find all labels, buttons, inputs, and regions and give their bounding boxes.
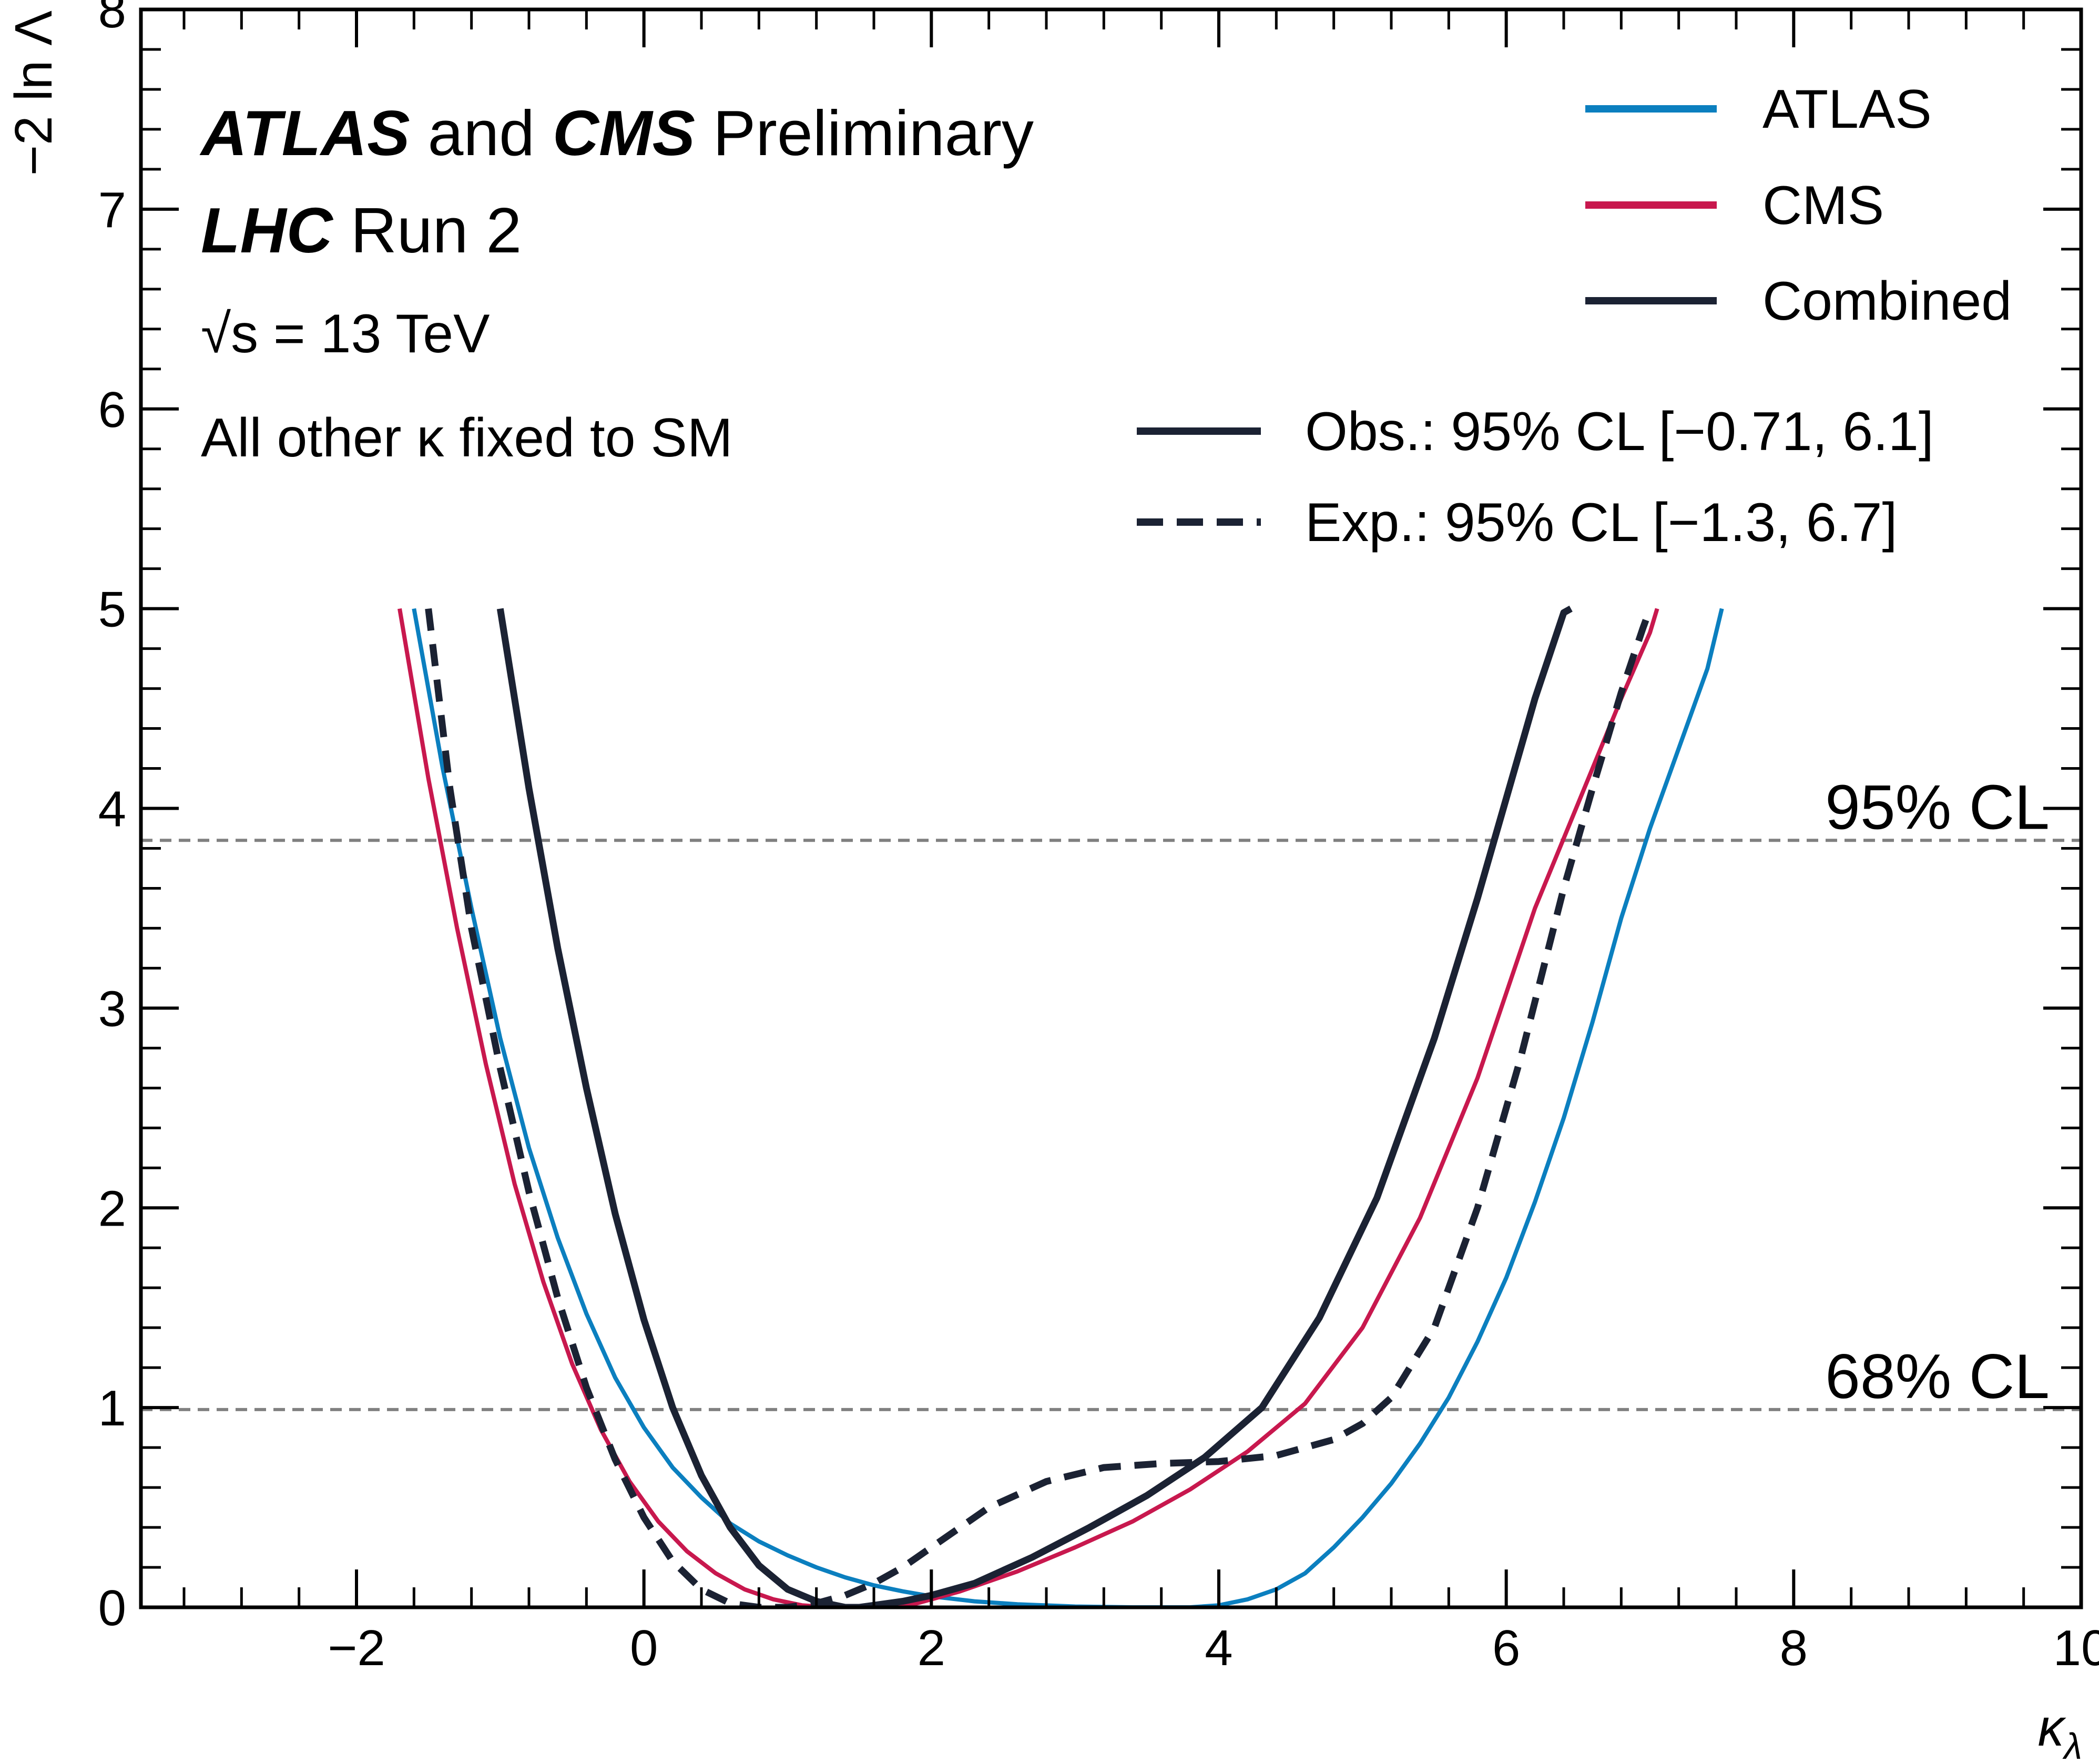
experiment-atlas: ATLAS bbox=[199, 97, 410, 169]
axes: −2 0 2 4 6 8 10 0 1 2 3 4 5 6 7 8 bbox=[98, 0, 2099, 1676]
run-title: LHC Run 2 bbox=[201, 195, 522, 266]
energy-label: √s = 13 TeV bbox=[201, 303, 490, 364]
x-axis-label-subscript: λ bbox=[2062, 1726, 2082, 1764]
legend-label-2: Combined bbox=[1762, 271, 2012, 332]
series-line-0 bbox=[412, 608, 1724, 1607]
y-tick-label-0: 0 bbox=[98, 1580, 126, 1636]
experiment-status: Preliminary bbox=[695, 97, 1034, 169]
y-tick-label-4: 4 bbox=[98, 781, 126, 838]
y-tick-label-3: 3 bbox=[98, 981, 126, 1037]
y-tick-label-6: 6 bbox=[98, 382, 126, 438]
run-lhc: LHC bbox=[201, 195, 334, 266]
assumption-label: All other κ fixed to SM bbox=[201, 407, 733, 468]
x-tick-label-6: 10 bbox=[2053, 1620, 2099, 1676]
legend-style-label-0: Obs.: 95% CL [−0.71, 6.1] bbox=[1305, 401, 1934, 462]
series-lines bbox=[398, 605, 1724, 1607]
experiment-cms: CMS bbox=[553, 97, 695, 169]
y-tick-label-2: 2 bbox=[98, 1180, 126, 1237]
x-tick-label-5: 8 bbox=[1780, 1620, 1808, 1676]
series-line-2 bbox=[496, 605, 1573, 1607]
reference-lines: 95% CL 68% CL bbox=[141, 772, 2081, 1412]
y-tick-label-1: 1 bbox=[98, 1380, 126, 1436]
reference-label-1: 68% CL bbox=[1825, 1341, 2050, 1412]
series-line-3 bbox=[425, 607, 1654, 1607]
y-axis-label: −2 ln Λ bbox=[4, 11, 63, 176]
legend-style-label-1: Exp.: 95% CL [−1.3, 6.7] bbox=[1305, 492, 1897, 553]
y-tick-label-8: 8 bbox=[98, 0, 126, 38]
legend: ATLAS CMS Combined Obs.: 95% CL [−0.71, 6.1… bbox=[1137, 79, 2012, 553]
x-tick-label-3: 4 bbox=[1205, 1620, 1232, 1676]
series-line-1 bbox=[398, 608, 1659, 1607]
x-tick-label-1: 0 bbox=[630, 1620, 658, 1676]
run-text: Run 2 bbox=[333, 195, 522, 266]
y-tick-label-7: 7 bbox=[98, 182, 126, 238]
reference-label-0: 95% CL bbox=[1825, 772, 2050, 842]
x-tick-label-0: −2 bbox=[328, 1620, 385, 1676]
x-tick-label-2: 2 bbox=[918, 1620, 945, 1676]
x-axis-label-symbol: κ bbox=[2038, 1698, 2067, 1757]
x-axis-label: κλ bbox=[2038, 1698, 2082, 1764]
experiment-and: and bbox=[410, 97, 553, 169]
experiment-title: ATLAS and CMS Preliminary bbox=[199, 97, 1034, 169]
legend-label-1: CMS bbox=[1762, 175, 1884, 236]
y-tick-label-5: 5 bbox=[98, 582, 126, 638]
x-tick-label-4: 6 bbox=[1492, 1620, 1520, 1676]
legend-label-0: ATLAS bbox=[1762, 79, 1932, 140]
